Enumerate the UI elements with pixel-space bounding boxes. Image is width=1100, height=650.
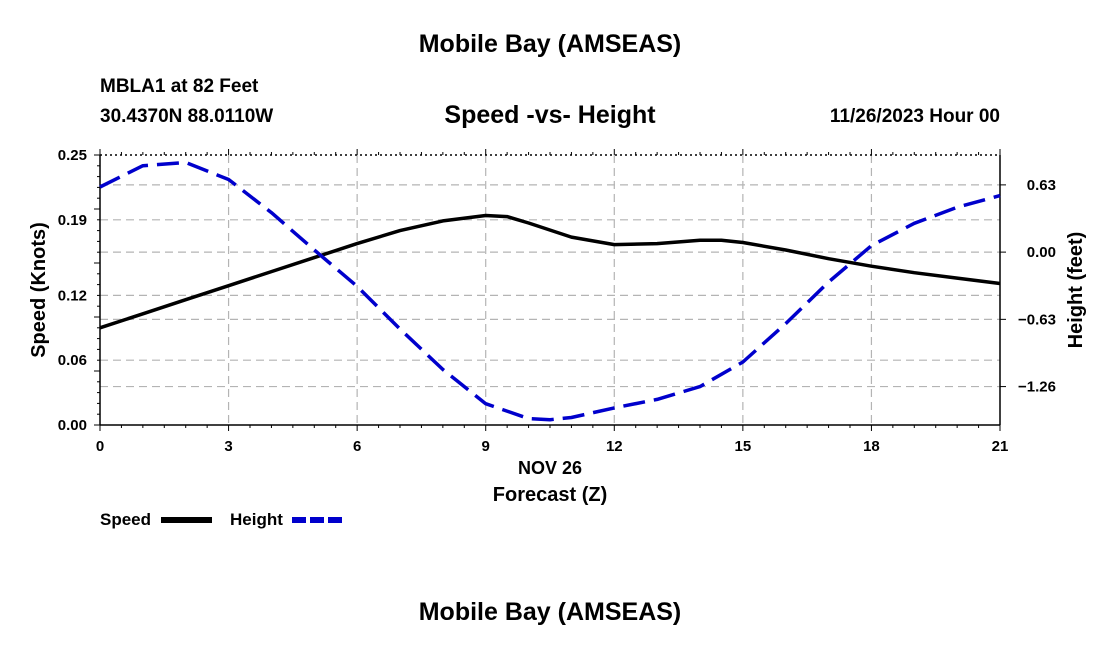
speed-height-chart: 0 3 6 9 12 15 18 21 0.25 0.19 0.12 0.06 0.00 0.63 0.00… bbox=[28, 147, 1087, 529]
x-tick-label: 18 bbox=[863, 438, 880, 455]
height-series-line bbox=[99, 160, 1001, 422]
legend-label-speed: Speed bbox=[100, 510, 151, 529]
x-axis-date-label: NOV 26 bbox=[518, 458, 582, 478]
y-left-axis-label: Speed (Knots) bbox=[28, 222, 50, 358]
y-right-tick-label: 0.63 bbox=[1027, 177, 1056, 194]
y-right-tick-label: −1.26 bbox=[1018, 379, 1056, 396]
y-left-tick-label: 0.00 bbox=[58, 417, 87, 434]
x-tick-label: 15 bbox=[735, 438, 752, 455]
x-tick-label: 3 bbox=[224, 438, 232, 455]
y-left-tick-label: 0.25 bbox=[58, 147, 87, 164]
station-label: MBLA1 at 82 Feet bbox=[100, 76, 259, 97]
footer-title: Mobile Bay (AMSEAS) bbox=[418, 598, 682, 626]
legend-label-height: Height bbox=[230, 510, 283, 529]
y-right-tick-label: −0.63 bbox=[1018, 311, 1056, 328]
grid-lines bbox=[100, 155, 1000, 425]
y-left-tick-label: 0.12 bbox=[58, 287, 87, 304]
speed-series-line bbox=[99, 213, 1001, 330]
forecast-datetime: 11/26/2023 Hour 00 bbox=[829, 106, 1000, 127]
x-axis-label: Forecast (Z) bbox=[493, 484, 607, 506]
y-left-tick-label: 0.06 bbox=[58, 352, 87, 369]
x-tick-label: 12 bbox=[606, 438, 623, 455]
y-right-axis-label: Height (feet) bbox=[1065, 232, 1087, 349]
x-tick-label: 9 bbox=[482, 438, 490, 455]
coordinates-label: 30.4370N 88.0110W bbox=[100, 106, 274, 127]
chart-subtitle: Speed -vs- Height bbox=[444, 101, 656, 129]
y-right-tick-label: 0.00 bbox=[1027, 244, 1056, 261]
x-tick-label: 0 bbox=[96, 438, 104, 455]
x-tick-label: 6 bbox=[353, 438, 361, 455]
x-tick-label: 21 bbox=[992, 438, 1009, 455]
chart-main-title: Mobile Bay (AMSEAS) bbox=[418, 30, 682, 58]
y-left-tick-label: 0.19 bbox=[58, 212, 87, 229]
